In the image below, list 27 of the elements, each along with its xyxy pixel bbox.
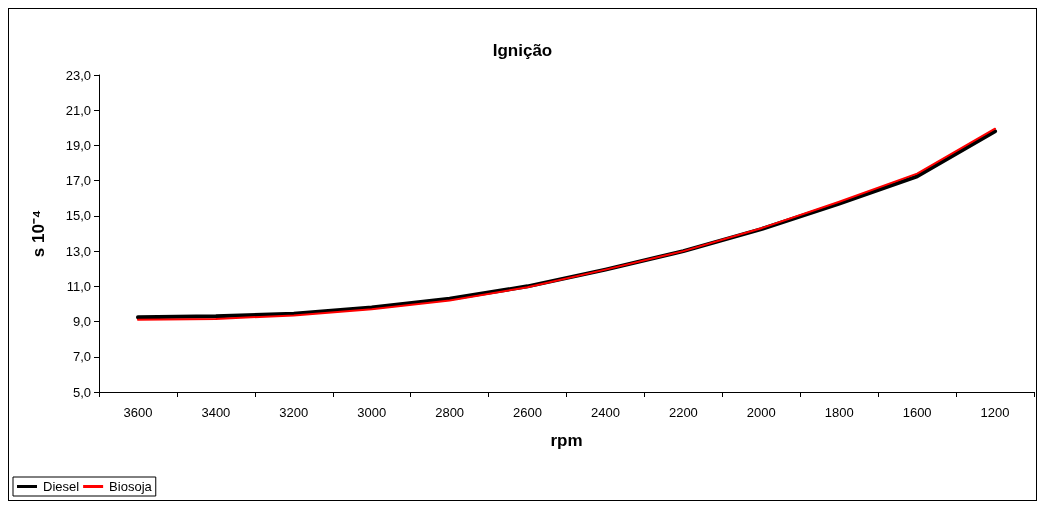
- x-tick-label: 2400: [591, 405, 620, 420]
- x-tick-label: 3600: [123, 405, 153, 420]
- x-tick-label: 1800: [824, 405, 854, 420]
- y-axis-title: s 10⁻⁴: [29, 209, 48, 258]
- y-tick-label: 7,0: [72, 349, 91, 365]
- x-tick-label: 2800: [435, 405, 465, 420]
- y-tick-label: 9,0: [72, 314, 91, 330]
- x-tick-label: 3000: [357, 405, 387, 420]
- legend-label: Diesel: [43, 479, 80, 494]
- x-tick-label: 1600: [902, 405, 932, 420]
- y-tick-label: 11,0: [66, 278, 91, 294]
- y-tick-label: 23,0: [65, 67, 91, 83]
- y-tick-label: 5,0: [72, 384, 91, 400]
- x-tick-label: 3400: [201, 405, 231, 420]
- x-tick-label: 2600: [513, 405, 542, 420]
- y-tick-label: 19,0: [65, 137, 91, 153]
- y-tick-label: 21,0: [65, 102, 91, 118]
- x-axis-title: rpm: [550, 431, 583, 450]
- x-tick-label: 1200: [980, 405, 1010, 420]
- y-tick-label: 15,0: [65, 208, 91, 224]
- x-tick-label: 3200: [279, 405, 309, 420]
- y-tick-label: 17,0: [65, 173, 91, 189]
- x-tick-label: 2000: [746, 405, 776, 420]
- legend-label: Biosoja: [109, 479, 153, 494]
- chart-title: Ignição: [492, 41, 553, 60]
- x-tick-label: 2200: [668, 405, 698, 420]
- y-tick-label: 13,0: [65, 243, 91, 259]
